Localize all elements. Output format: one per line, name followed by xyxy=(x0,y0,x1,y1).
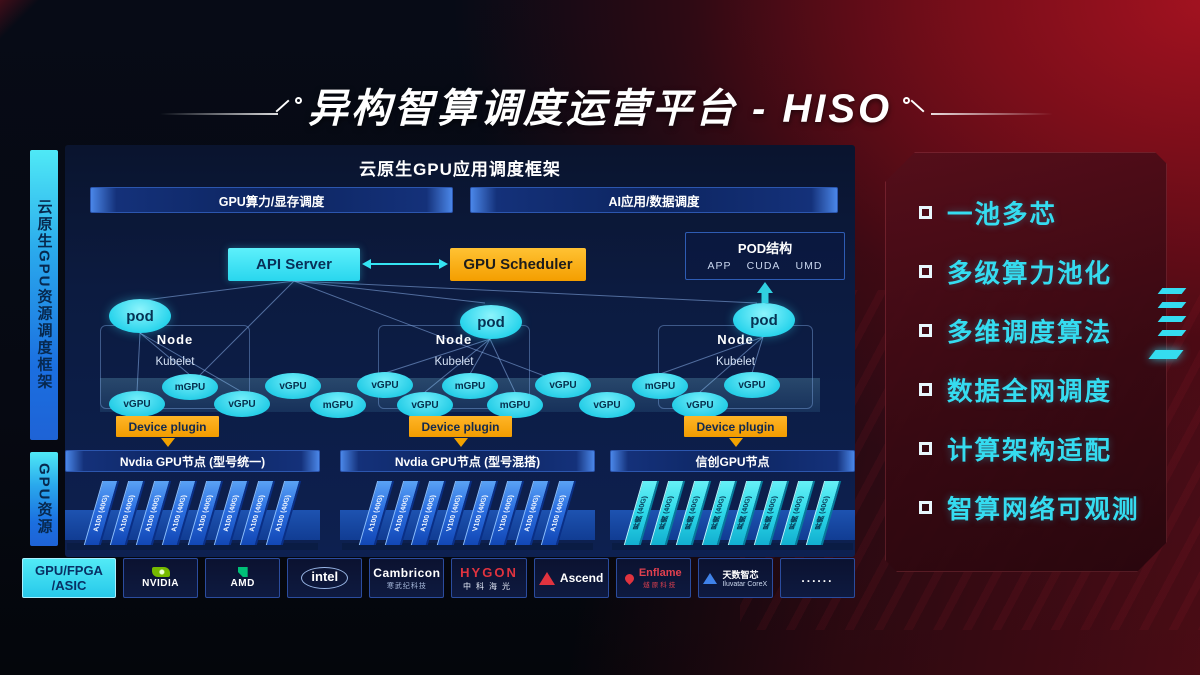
pod-ellipse-2: pod xyxy=(460,305,522,339)
framework-panel: 云原生GPU应用调度框架 GPU算力/显存调度 AI应用/数据调度 xyxy=(65,145,855,557)
vendor-intel: intel xyxy=(287,558,363,598)
checkbox-icon xyxy=(919,206,932,219)
framework-header: 云原生GPU应用调度框架 xyxy=(359,160,561,179)
gpu-group-header: Nvdia GPU节点 (型号混搭) xyxy=(340,450,595,472)
gpu-slice-ellipse: vGPU xyxy=(109,391,165,417)
ascend-logo-icon xyxy=(538,571,555,585)
api-server-box: API Server xyxy=(228,248,360,281)
feature-item: 多级算力池化 xyxy=(919,253,1157,290)
vendor-amd: AMD xyxy=(205,558,281,598)
pod-ellipse-3: pod xyxy=(733,303,795,337)
feature-item: 多维调度算法 xyxy=(919,312,1157,349)
pod-ellipse-1: pod xyxy=(109,299,171,333)
gpu-group-header: Nvdia GPU节点 (型号统一) xyxy=(65,450,320,472)
sidebar-gpu-resource-label: GPU资源 xyxy=(30,452,58,546)
vendor-hygon: HYGON 中科海光 xyxy=(451,558,527,598)
checkbox-icon xyxy=(919,383,932,396)
feature-item: 一池多芯 xyxy=(919,194,1157,231)
gpu-slice-ellipse: vGPU xyxy=(357,372,413,398)
group-base xyxy=(342,543,593,550)
vendor-more: ...... xyxy=(779,558,855,598)
vendor-cambricon: Cambricon 寒武纪科技 xyxy=(369,558,445,598)
group-base xyxy=(612,543,853,550)
gpu-slice-ellipse: vGPU xyxy=(265,373,321,399)
plugin-arrow-icon xyxy=(454,438,468,447)
kubelet-label: Kubelet xyxy=(434,356,474,368)
gpu-slice-ellipse: vGPU xyxy=(579,392,635,418)
gpu-slice-ellipse: vGPU xyxy=(535,372,591,398)
gpu-slice-ellipse: mGPU xyxy=(442,373,498,399)
plugin-arrow-icon xyxy=(161,438,175,447)
feature-item: 计算架构适配 xyxy=(919,430,1157,467)
node-box-1: Node Kubelet xyxy=(100,325,250,409)
page-title: 异构智算调度运营平台 - HISO xyxy=(307,87,893,131)
iluvatar-logo-icon xyxy=(703,572,718,584)
gpu-group-xinchuang: 信创GPU节点 昇腾 (40G) 昇腾 (40G) 昇腾 (40G) 昇腾 (4… xyxy=(610,450,855,550)
gpu-slice-ellipse: vGPU xyxy=(397,392,453,418)
subbar-ai-data: AI应用/数据调度 xyxy=(470,187,838,213)
gpu-slice-ellipse: mGPU xyxy=(487,392,543,418)
hardware-label-box: GPU/FPGA /ASIC xyxy=(22,558,116,598)
node-box-2: Node Kubelet xyxy=(378,325,530,409)
checkbox-icon xyxy=(919,442,932,455)
pod-struct-title: POD结构 xyxy=(737,241,793,256)
node-label: Node xyxy=(717,332,754,347)
device-plugin-2: Device plugin xyxy=(409,416,512,437)
amd-logo-icon xyxy=(237,567,248,577)
gpu-slice-ellipse: vGPU xyxy=(214,391,270,417)
gpu-scheduler-box: GPU Scheduler xyxy=(450,248,586,281)
enflame-logo-icon xyxy=(622,571,636,585)
gpu-group-uniform: Nvdia GPU节点 (型号统一) A100 (40G) A100 (40G)… xyxy=(65,450,320,550)
sidebar-framework-label: 云原生GPU资源调度框架 xyxy=(30,150,58,440)
gpu-slice-ellipse: vGPU xyxy=(724,372,780,398)
intel-logo-icon: intel xyxy=(301,567,349,589)
gpu-group-header: 信创GPU节点 xyxy=(610,450,855,472)
nvidia-logo-icon xyxy=(151,567,170,577)
panel-slashes-icon xyxy=(1148,288,1188,398)
hardware-row: GPU/FPGA /ASIC NVIDIA AMD intel Cambrico… xyxy=(22,558,855,598)
kubelet-label: Kubelet xyxy=(155,356,195,368)
device-plugin-1: Device plugin xyxy=(116,416,219,437)
device-plugin-3: Device plugin xyxy=(684,416,787,437)
checkbox-icon xyxy=(919,501,932,514)
checkbox-icon xyxy=(919,265,932,278)
vendor-enflame: Enflame 燧原科技 xyxy=(615,558,691,598)
title-circuit-right-icon xyxy=(903,97,1053,117)
pod-struct-box: POD结构 APP CUDA UMD xyxy=(685,232,845,280)
title-circuit-left-icon xyxy=(160,97,302,117)
gpu-slice-ellipse: mGPU xyxy=(310,392,366,418)
gpu-slice-ellipse: vGPU xyxy=(672,392,728,418)
gpu-slice-ellipse: mGPU xyxy=(632,373,688,399)
vendor-nvidia: NVIDIA xyxy=(123,558,199,598)
subbar-gpu-compute: GPU算力/显存调度 xyxy=(90,187,453,213)
pod-struct-item: APP xyxy=(707,260,732,272)
pod-struct-item: UMD xyxy=(795,260,823,272)
node-label: Node xyxy=(156,332,194,347)
features-panel: 一池多芯 多级算力池化 多维调度算法 数据全网调度 计算架构适配 智算网络可观测 xyxy=(885,152,1167,572)
node-label: Node xyxy=(435,332,473,347)
feature-item: 数据全网调度 xyxy=(919,371,1157,408)
plugin-arrow-icon xyxy=(729,438,743,447)
gpu-group-mixed: Nvdia GPU节点 (型号混搭) A100 (40G) A100 (40G)… xyxy=(340,450,595,550)
vendor-iluvatar: 天数智芯 Iluvatar CoreX xyxy=(697,558,773,598)
pod-struct-item: CUDA xyxy=(746,260,781,272)
gpu-slice-ellipse: mGPU xyxy=(162,374,218,400)
checkbox-icon xyxy=(919,324,932,337)
group-base xyxy=(67,543,318,550)
feature-item: 智算网络可观测 xyxy=(919,489,1157,526)
kubelet-label: Kubelet xyxy=(715,356,755,368)
vendor-ascend: Ascend xyxy=(533,558,609,598)
